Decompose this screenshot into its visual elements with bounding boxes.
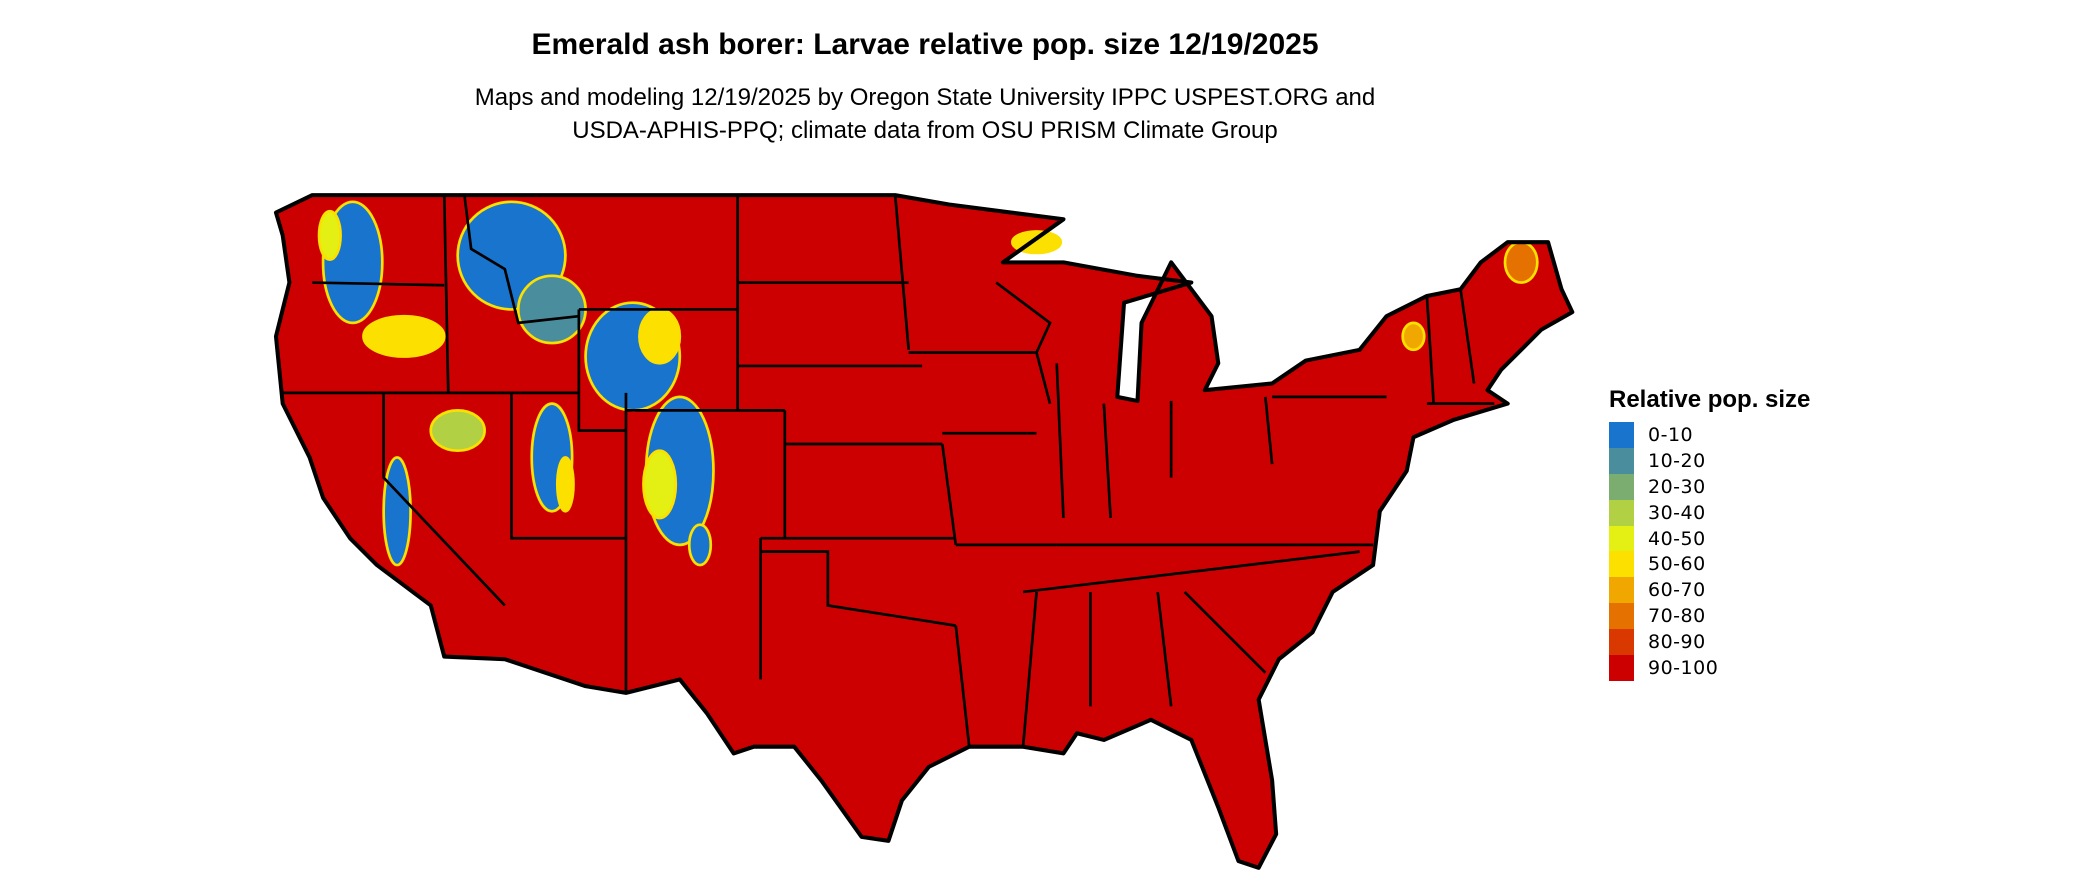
state-boundary [940,443,958,546]
map-area-50-60 [638,308,682,365]
map-area-50-60 [362,314,446,358]
state-boundary [1055,363,1065,519]
legend-item: 50-60 [1609,551,1810,578]
legend-label: 70-80 [1648,605,1706,628]
map-area-60-70 [1401,321,1426,352]
map-area-40-50 [642,449,678,520]
legend-swatch [1609,525,1634,552]
legend-label: 10-20 [1648,449,1706,472]
legend: Relative pop. size 0-10 10-20 20-30 30-40 40… [1609,386,1810,681]
legend-swatch [1609,499,1634,526]
map-area-50-60 [555,456,575,513]
state-boundary [1459,289,1476,384]
legend-item: 90-100 [1609,654,1810,681]
legend-swatch [1609,473,1634,500]
legend-swatch [1609,629,1634,656]
state-boundary [1022,550,1360,594]
state-boundary [382,392,506,607]
state-boundary [1183,591,1267,674]
state-boundary [312,281,445,287]
legend-swatch [1609,447,1634,474]
legend-item: 0-10 [1609,421,1810,448]
map-area-70-80 [1503,240,1539,284]
legend-label: 60-70 [1648,579,1706,602]
legend-swatch [1609,551,1634,578]
legend-swatch [1609,603,1634,630]
legend-swatch [1609,577,1634,604]
legend-label: 80-90 [1648,631,1706,654]
legend-label: 30-40 [1648,501,1706,524]
map-area-30-40 [429,409,486,453]
legend-swatch [1609,654,1634,681]
map-area-0-10 [382,456,412,567]
state-boundary [995,281,1052,354]
legend-label: 90-100 [1648,656,1719,679]
state-boundary [893,194,910,350]
state-boundary [463,194,579,325]
chart-subtitle-line-2: USDA-APHIS-PPQ; climate data from OSU PR… [572,117,1278,144]
legend-label: 50-60 [1648,553,1706,576]
state-boundary [442,195,450,393]
state-boundary [1102,403,1112,519]
state-boundary [1021,591,1038,747]
chart-title: Emerald ash borer: Larvae relative pop. … [531,28,1319,61]
state-boundary [954,625,971,747]
us-outline [273,193,1575,870]
state-boundary [1264,396,1274,465]
state-boundary [760,550,956,627]
map-area-0-10 [687,523,713,567]
state-boundary [510,392,626,540]
legend-title: Relative pop. size [1609,386,1811,413]
legend-label: 0-10 [1648,423,1694,446]
legend-item: 20-30 [1609,473,1810,500]
legend-item: 60-70 [1609,577,1810,604]
legend-item: 30-40 [1609,499,1810,526]
state-boundary [1425,295,1435,404]
state-boundary [577,309,626,432]
legend-item: 40-50 [1609,525,1810,552]
map-area-10-20 [516,274,587,345]
legend-item: 70-80 [1609,603,1810,630]
state-boundary [1156,591,1173,707]
chart-subtitle-line-1: Maps and modeling 12/19/2025 by Oregon S… [474,84,1376,111]
map-area-40-50 [317,209,342,262]
legend-swatch [1609,421,1634,448]
legend-label: 40-50 [1648,527,1706,550]
legend-item: 10-20 [1609,447,1810,474]
legend-label: 20-30 [1648,475,1706,498]
legend-item: 80-90 [1609,629,1810,656]
